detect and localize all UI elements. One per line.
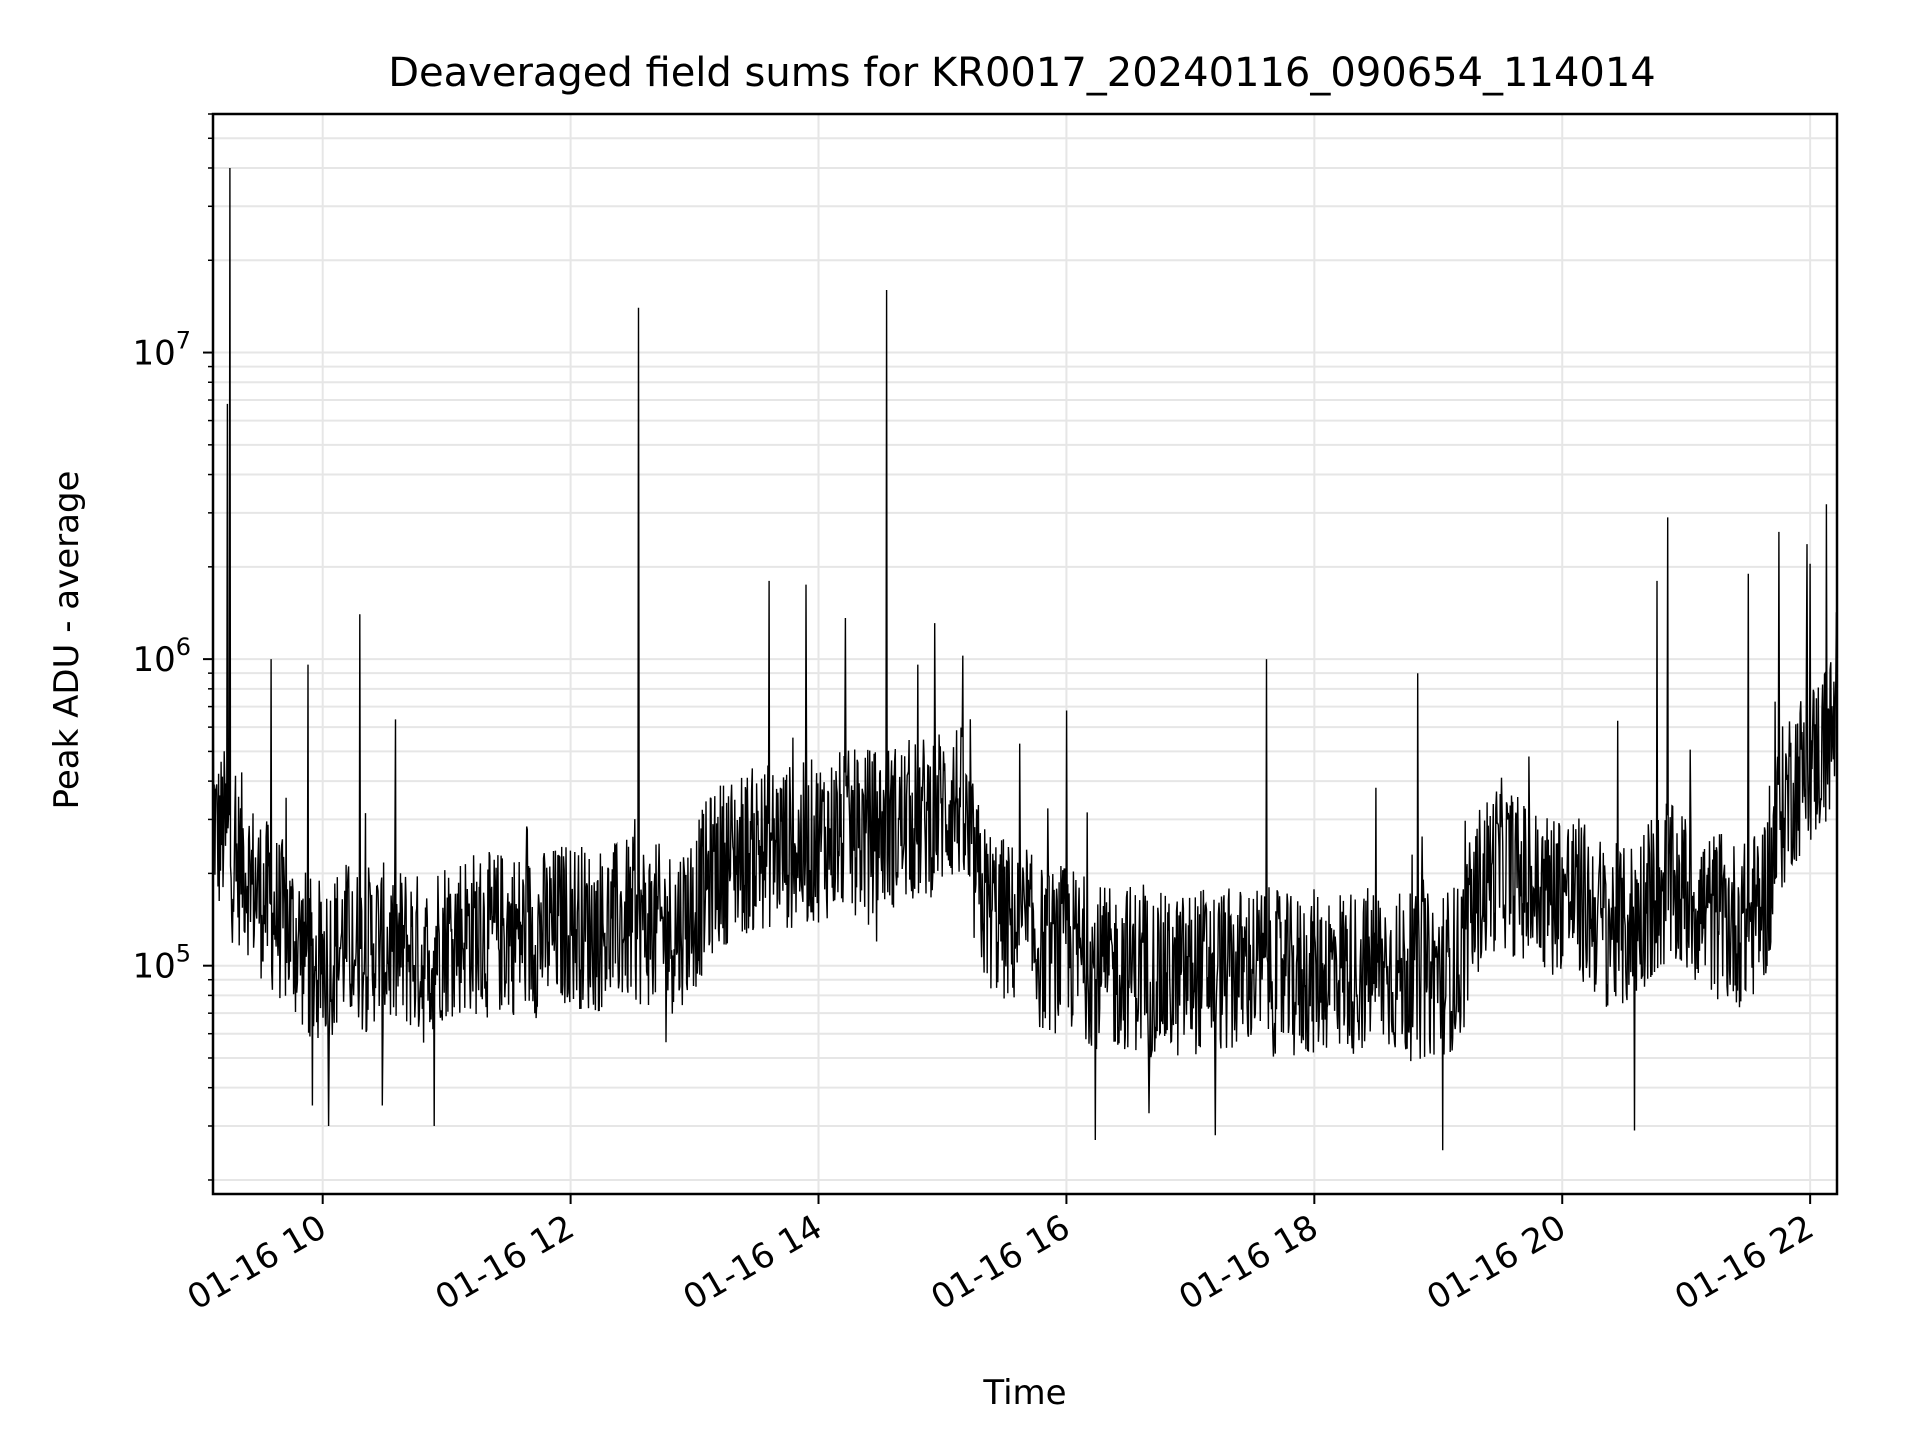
y-tick-label: 107 [132, 327, 191, 374]
series-line-path [212, 167, 1838, 1151]
series-line [212, 167, 1838, 1151]
plot-frame [211, 112, 1839, 1196]
x-axis-label: Time [982, 1373, 1066, 1413]
y-tick-label: 105 [132, 940, 191, 987]
chart-title: Deaveraged field sums for KR0017_2024011… [388, 50, 1656, 96]
y-tick-label: 106 [132, 633, 191, 680]
grid [213, 113, 1837, 1194]
y-axis-label: Peak ADU - average [47, 471, 87, 810]
y-axis-ticks: 105 106 107 [132, 113, 213, 1181]
